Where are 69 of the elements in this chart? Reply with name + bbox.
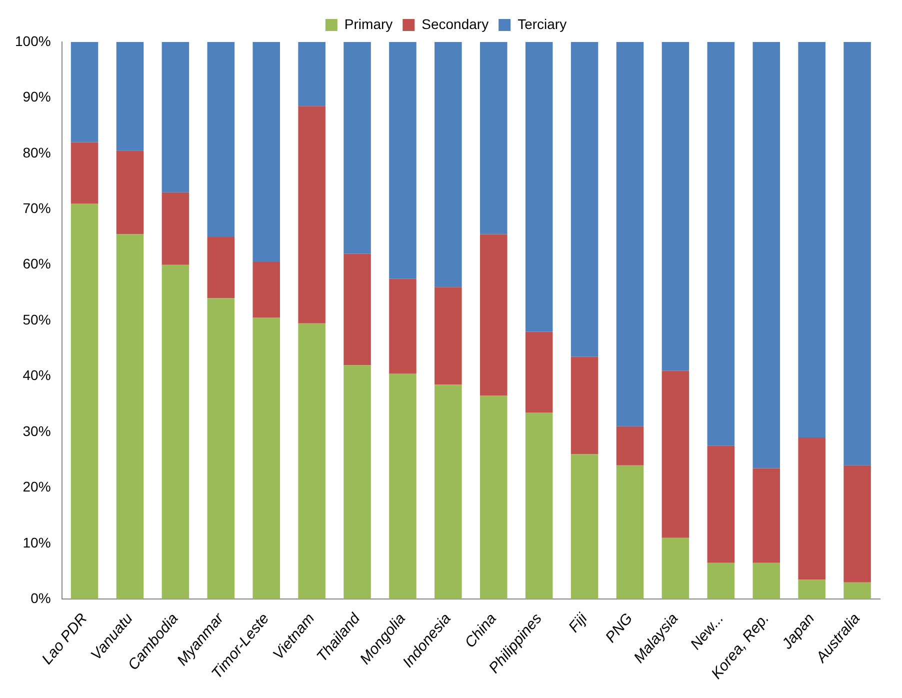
bar xyxy=(707,562,735,600)
bar xyxy=(662,42,690,371)
bar xyxy=(344,254,371,366)
bar xyxy=(480,396,508,600)
y-tick-label: 80% xyxy=(22,144,51,160)
bar xyxy=(389,42,416,279)
bar xyxy=(344,42,371,254)
legend-label: Terciary xyxy=(518,16,567,32)
bar xyxy=(344,365,371,600)
bar xyxy=(480,42,508,234)
bar xyxy=(752,468,780,563)
bar xyxy=(434,384,462,600)
bar xyxy=(844,582,871,600)
bar xyxy=(662,538,690,600)
bar xyxy=(570,454,598,600)
bar xyxy=(70,142,98,204)
bar xyxy=(525,42,553,332)
bar xyxy=(252,42,280,262)
y-tick-label: 60% xyxy=(22,256,51,272)
bar xyxy=(752,42,780,468)
bar xyxy=(207,236,235,298)
bar xyxy=(480,234,508,396)
bar xyxy=(252,262,280,318)
bar xyxy=(162,264,190,600)
bar xyxy=(570,356,598,454)
bar xyxy=(298,323,326,600)
bar xyxy=(707,446,735,563)
bar xyxy=(525,332,553,412)
y-tick-label: 100% xyxy=(14,32,51,49)
bar xyxy=(116,150,144,234)
bar xyxy=(434,42,462,288)
bar xyxy=(798,438,826,580)
y-tick-label: 0% xyxy=(30,590,51,606)
bar xyxy=(162,192,190,265)
y-tick-label: 30% xyxy=(22,422,51,439)
bar xyxy=(70,204,98,600)
bar xyxy=(616,465,644,600)
bar xyxy=(525,412,553,600)
bar xyxy=(798,580,826,600)
y-tick-label: 10% xyxy=(22,534,51,550)
bar xyxy=(389,278,416,374)
bar xyxy=(616,426,644,466)
bar xyxy=(70,42,98,142)
legend-label: Primary xyxy=(344,16,393,32)
y-tick-label: 40% xyxy=(22,367,51,384)
bar xyxy=(298,42,326,106)
bar xyxy=(798,42,826,438)
y-tick-label: 50% xyxy=(22,311,51,328)
bar xyxy=(844,42,871,466)
bar xyxy=(616,42,644,426)
bar xyxy=(434,287,462,385)
bar xyxy=(116,234,144,600)
bar xyxy=(389,373,416,600)
bar xyxy=(207,42,235,237)
bar xyxy=(162,42,190,192)
bar xyxy=(298,106,326,324)
bar xyxy=(844,465,871,582)
y-tick-label: 20% xyxy=(22,478,51,495)
x-tick-label: Fiji xyxy=(565,610,592,636)
bar xyxy=(116,42,144,151)
bar xyxy=(707,42,735,446)
legend-label: Secondary xyxy=(422,16,489,32)
y-tick-label: 90% xyxy=(22,88,51,105)
bar xyxy=(752,562,780,600)
bar xyxy=(207,298,235,600)
y-tick-label: 70% xyxy=(22,200,51,216)
bar xyxy=(252,318,280,600)
bar xyxy=(662,370,690,538)
bar xyxy=(570,42,598,357)
